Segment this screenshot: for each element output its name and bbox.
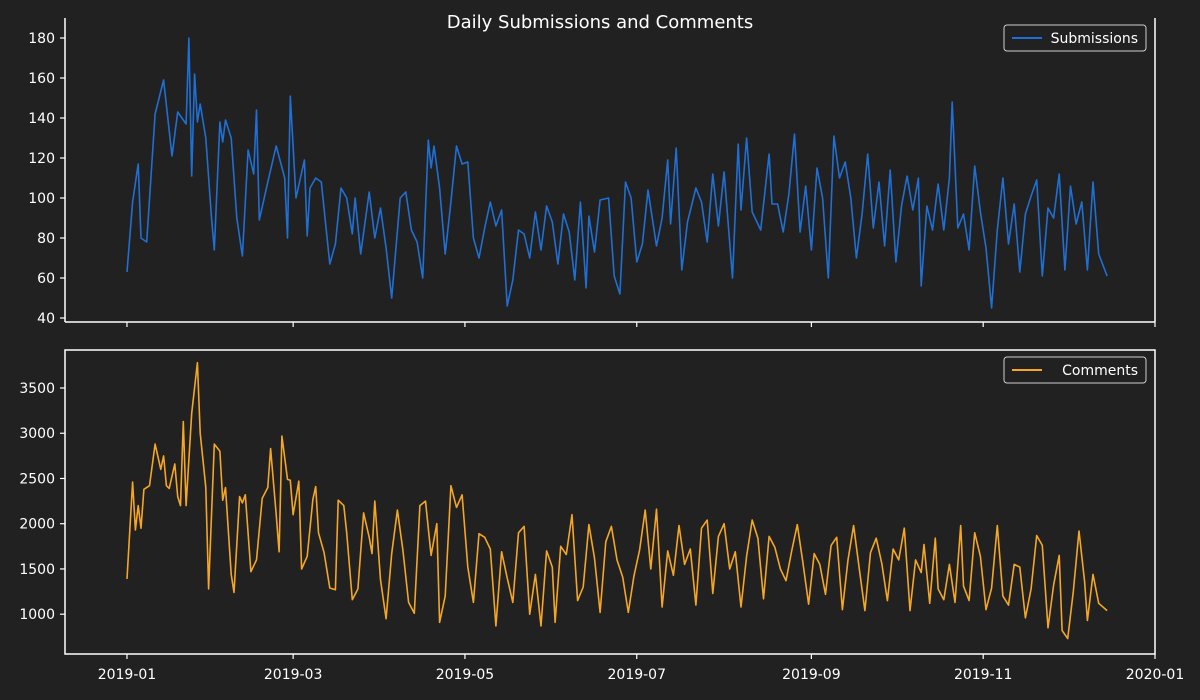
legend-box	[1003, 356, 1147, 384]
y-tick-label: 1500	[19, 562, 55, 578]
x-tick-label: 2019-11	[954, 667, 1013, 683]
comments-panel: 1000 1500 2000 2500 3000 3500 2019-01 2019-03 20…	[19, 349, 1185, 683]
chart-title: Daily Submissions and Comments	[447, 12, 754, 33]
y-tick-label: 120	[28, 151, 55, 167]
y-tick-label: 40	[37, 311, 55, 327]
x-tick-label: 2020-01	[1126, 667, 1185, 683]
y-tick-label: 60	[37, 271, 55, 287]
x-tick-label: 2019-01	[98, 667, 157, 683]
y-tick-label: 2000	[19, 517, 55, 533]
legend: Comments	[1003, 356, 1147, 384]
y-tick-label: 3500	[19, 381, 55, 397]
x-tick-label: 2019-09	[782, 667, 841, 683]
legend: Submissions	[1003, 24, 1147, 52]
y-tick-label: 100	[28, 191, 55, 207]
axes-frame	[64, 349, 1156, 655]
x-tick-label: 2019-05	[436, 667, 495, 683]
legend-label: Submissions	[1051, 31, 1138, 47]
series-line-submissions	[126, 37, 1108, 309]
legend-label: Comments	[1062, 363, 1138, 379]
submissions-panel: 40 60 80 100 120 140 160 180 Submissions	[28, 18, 1156, 327]
y-tick-label: 1000	[19, 607, 55, 623]
y-tick-label: 80	[37, 231, 55, 247]
y-tick-label: 2500	[19, 471, 55, 487]
y-tick-label: 180	[28, 31, 55, 47]
y-tick-label: 3000	[19, 426, 55, 442]
x-tick-label: 2019-03	[264, 667, 323, 683]
legend-box	[1003, 24, 1147, 52]
x-tick-label: 2019-07	[608, 667, 667, 683]
y-tick-label: 160	[28, 71, 55, 87]
y-tick-label: 140	[28, 111, 55, 127]
series-line-comments	[126, 361, 1108, 640]
